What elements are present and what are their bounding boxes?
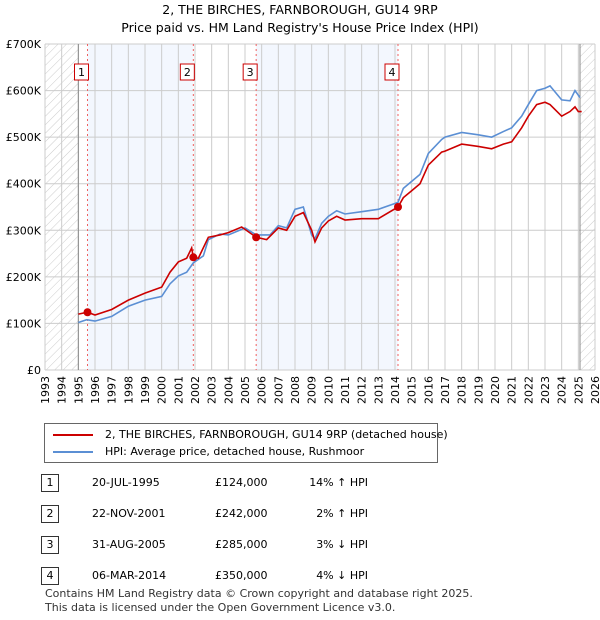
x-tick-label: 2009	[306, 376, 319, 404]
footer-line-2: This data is licensed under the Open Gov…	[45, 601, 396, 614]
sale-number: 2	[41, 505, 59, 523]
ownership-band	[256, 44, 398, 370]
sale-marker-label: 1	[78, 66, 85, 79]
y-tick-label: £200K	[6, 271, 42, 284]
x-tick-label: 2010	[322, 376, 335, 404]
sale-number: 3	[41, 536, 59, 554]
y-tick-label: £700K	[6, 38, 42, 51]
y-tick-label: £600K	[6, 85, 42, 98]
x-tick-label: 2017	[439, 376, 452, 404]
x-tick-label: 2026	[589, 376, 600, 404]
sale-marker-label: 4	[389, 66, 396, 79]
y-tick-label: £500K	[6, 131, 42, 144]
x-tick-label: 1995	[72, 376, 85, 404]
sale-number: 1	[41, 474, 59, 492]
x-tick-label: 2022	[522, 376, 535, 404]
x-tick-label: 2016	[422, 376, 435, 404]
sale-date: 31-AUG-2005	[92, 538, 166, 551]
y-tick-label: £0	[27, 364, 41, 377]
x-tick-label: 2024	[556, 376, 569, 404]
legend-label: HPI: Average price, detached house, Rush…	[105, 445, 365, 458]
post-data-hatch	[580, 44, 595, 370]
chart-title: 2, THE BIRCHES, FARNBOROUGH, GU14 9RP	[162, 2, 438, 17]
x-tick-label: 2006	[256, 376, 269, 404]
sale-date: 22-NOV-2001	[92, 507, 166, 520]
sale-hpi-diff: 4% ↓ HPI	[316, 569, 368, 582]
sale-price: £242,000	[215, 507, 268, 520]
sale-marker-box	[242, 63, 258, 81]
footer-line-1: Contains HM Land Registry data © Crown c…	[45, 587, 473, 600]
sale-hpi-diff: 2% ↑ HPI	[316, 507, 368, 520]
sale-marker-box	[384, 63, 400, 81]
sale-price: £350,000	[215, 569, 268, 582]
sale-price: £124,000	[215, 476, 268, 489]
x-tick-label: 2025	[572, 376, 585, 404]
sale-marker-label: 3	[247, 66, 254, 79]
y-tick-label: £400K	[6, 178, 42, 191]
x-tick-label: 2001	[172, 376, 185, 404]
table-row: 3 31-AUG-2005 £285,000 3% ↓ HPI	[0, 536, 600, 554]
x-tick-label: 1998	[122, 376, 135, 404]
legend-item-property: 2, THE BIRCHES, FARNBOROUGH, GU14 9RP (d…	[53, 428, 448, 441]
sale-marker-box	[179, 63, 195, 81]
sale-date: 20-JUL-1995	[92, 476, 160, 489]
sale-point	[394, 203, 402, 211]
table-row: 4 06-MAR-2014 £350,000 4% ↓ HPI	[0, 567, 600, 585]
x-tick-label: 2008	[289, 376, 302, 404]
x-tick-label: 1993	[39, 376, 52, 404]
x-tick-label: 2004	[222, 376, 235, 404]
hpi-line	[78, 84, 581, 324]
sale-date: 06-MAR-2014	[92, 569, 167, 582]
table-row: 2 22-NOV-2001 £242,000 2% ↑ HPI	[0, 505, 600, 523]
price-paid-line	[78, 101, 582, 316]
x-tick-label: 2015	[406, 376, 419, 404]
legend-item-hpi: HPI: Average price, detached house, Rush…	[53, 445, 364, 458]
x-tick-label: 1997	[106, 376, 119, 404]
x-tick-label: 2013	[372, 376, 385, 404]
x-tick-label: 2018	[456, 376, 469, 404]
sale-marker-label: 2	[184, 66, 191, 79]
x-tick-label: 1999	[139, 376, 152, 404]
price-chart: 1993 1994 1995 1996 1997 1998 1999 2000 2001 2002…	[6, 38, 600, 404]
sale-point	[189, 253, 198, 262]
x-tick-label: 2019	[472, 376, 485, 404]
sale-marker-box	[74, 63, 89, 81]
y-tick-label: £300K	[6, 224, 42, 237]
x-tick-label: 2021	[506, 376, 519, 404]
legend-label: 2, THE BIRCHES, FARNBOROUGH, GU14 9RP (d…	[105, 428, 448, 441]
x-tick-label: 2007	[272, 376, 285, 404]
sale-hpi-diff: 3% ↓ HPI	[316, 538, 368, 551]
sale-hpi-diff: 14% ↑ HPI	[309, 476, 368, 489]
x-tick-label: 2020	[489, 376, 502, 404]
ownership-band	[87, 44, 194, 370]
x-tick-label: 2000	[156, 376, 169, 404]
x-tick-label: 2002	[189, 376, 202, 404]
sale-price: £285,000	[215, 538, 268, 551]
x-tick-label: 2012	[356, 376, 369, 404]
x-tick-label: 2011	[339, 376, 352, 404]
y-tick-label: £100K	[6, 317, 42, 330]
sale-point	[83, 308, 92, 317]
sale-point	[252, 233, 261, 242]
x-tick-label: 2003	[206, 376, 219, 404]
x-tick-label: 2014	[389, 376, 402, 404]
x-tick-label: 2023	[539, 376, 552, 404]
sale-number: 4	[41, 567, 59, 585]
x-tick-label: 1994	[56, 376, 69, 404]
table-row: 1 20-JUL-1995 £124,000 14% ↑ HPI	[0, 474, 600, 492]
legend: 2, THE BIRCHES, FARNBOROUGH, GU14 9RP (d…	[44, 423, 448, 463]
chart-subtitle: Price paid vs. HM Land Registry's House …	[121, 20, 479, 35]
x-tick-label: 2005	[239, 376, 252, 404]
x-tick-label: 1996	[89, 376, 102, 404]
